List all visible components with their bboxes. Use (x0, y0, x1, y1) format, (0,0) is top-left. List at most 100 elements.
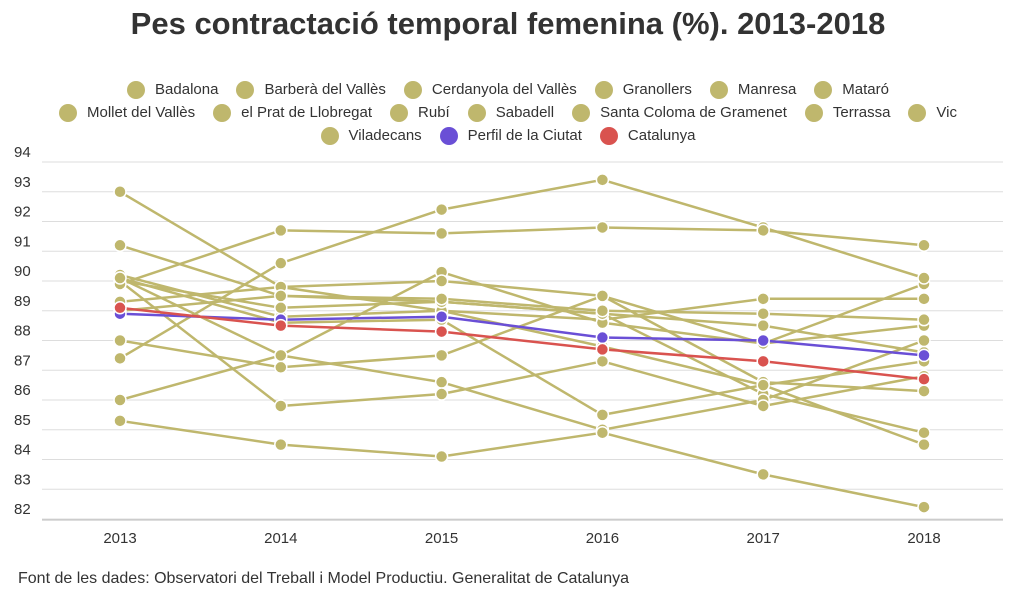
legend-item[interactable]: Barberà del Vallès (236, 80, 386, 99)
data-point (917, 425, 931, 440)
y-tick-label: 84 (14, 442, 31, 459)
legend-item[interactable]: Badalona (127, 80, 219, 99)
legend-marker (236, 80, 255, 99)
x-tick-label: 2013 (103, 530, 136, 547)
legend: Badalona Barberà del Vallès Cerdanyola d… (0, 78, 1016, 147)
y-tick-label: 93 (14, 174, 31, 191)
legend-marker (599, 126, 618, 145)
data-point (595, 342, 610, 357)
data-point (595, 289, 610, 303)
y-tick-label: 87 (14, 352, 31, 369)
y-tick-label: 89 (14, 293, 31, 310)
data-point (434, 274, 449, 288)
series-line (119, 226, 925, 286)
y-tick-label: 86 (14, 382, 31, 399)
legend-item[interactable]: Granollers (594, 80, 692, 99)
legend-marker (320, 126, 339, 145)
data-point (917, 437, 931, 452)
data-point (595, 173, 610, 187)
series-line (119, 312, 925, 357)
data-point (113, 301, 127, 315)
series-line (119, 279, 925, 345)
series-line (119, 419, 925, 509)
legend-label: Catalunya (627, 127, 696, 144)
legend-item[interactable]: Cerdanyola del Vallès (403, 80, 577, 99)
legend-marker (59, 103, 77, 122)
legend-item[interactable]: Viladecans (320, 126, 422, 145)
series-line (119, 273, 924, 321)
legend-label: Terrassa (832, 104, 891, 121)
data-point (756, 318, 770, 333)
x-tick-label: 2017 (747, 530, 780, 547)
legend-label: Mataró (842, 81, 889, 98)
data-point (434, 449, 449, 464)
data-point (917, 500, 931, 514)
legend-row: Viladecans Perfil de la Ciutat Catalunya (0, 124, 1016, 147)
data-point (113, 351, 127, 366)
legend-label: Santa Coloma de Gramenet (600, 104, 787, 121)
y-tick-label: 85 (14, 412, 31, 429)
legend-marker (709, 80, 728, 99)
data-point (113, 393, 127, 407)
data-point (756, 223, 770, 238)
y-tick-label: 91 (14, 233, 31, 250)
data-point (917, 348, 931, 363)
legend-label: Badalona (155, 81, 219, 98)
data-point (756, 467, 770, 482)
data-point (917, 238, 931, 253)
y-tick-label: 83 (14, 471, 31, 488)
data-point (756, 378, 770, 392)
data-point (113, 333, 127, 348)
series-line (119, 294, 925, 321)
series-line (119, 279, 925, 354)
data-point (756, 354, 770, 369)
legend-label: Barberà del Vallès (264, 81, 386, 98)
legend-item[interactable]: Mataró (814, 80, 889, 99)
data-point (274, 360, 288, 375)
legend-item[interactable]: Terrassa (804, 103, 891, 122)
series-line (119, 306, 925, 381)
data-point (274, 318, 288, 333)
legend-item[interactable]: Sabadell (467, 103, 554, 122)
legend-label: Viladecans (348, 127, 422, 144)
y-tick-label: 82 (14, 501, 31, 518)
chart-title: Pes contractació temporal femenina (%). … (130, 6, 886, 41)
data-point (595, 330, 610, 345)
data-point (756, 292, 770, 306)
data-point (595, 304, 610, 318)
legend-item[interactable]: Perfil de la Ciutat (439, 126, 582, 145)
legend-row: Mollet del Vallès el Prat de Llobregat R… (0, 101, 1016, 124)
x-tick-label: 2016 (586, 530, 619, 547)
legend-item[interactable]: Catalunya (599, 126, 696, 145)
y-tick-label: 94 (14, 144, 31, 161)
legend-marker (439, 126, 458, 145)
legend-label: Rubí (418, 104, 450, 121)
data-point (274, 399, 288, 413)
data-point (434, 309, 449, 324)
data-point (274, 437, 288, 452)
legend-marker (594, 80, 613, 99)
legend-label: Vic (936, 104, 957, 121)
data-point (274, 289, 288, 303)
legend-marker (467, 103, 486, 122)
legend-label: Mollet del Vallès (87, 104, 196, 121)
data-point (113, 271, 127, 285)
source-note: Font de les dades: Observatori del Treba… (18, 570, 629, 587)
x-tick-label: 2014 (264, 530, 297, 547)
legend-label: Manresa (737, 81, 797, 98)
data-point (434, 375, 449, 389)
legend-item[interactable]: Manresa (709, 80, 797, 99)
legend-item[interactable]: Vic (908, 103, 957, 122)
legend-marker (127, 80, 146, 99)
legend-marker (908, 103, 927, 122)
data-point (113, 414, 127, 428)
data-point (434, 348, 449, 363)
legend-item[interactable]: Santa Coloma de Gramenet (572, 103, 787, 122)
series-line (119, 276, 925, 417)
legend-item[interactable]: el Prat de Llobregat (213, 103, 372, 122)
data-point (917, 384, 931, 398)
legend-item[interactable]: Rubí (390, 103, 450, 122)
legend-item[interactable]: Mollet del Vallès (59, 103, 196, 122)
legend-marker (403, 80, 422, 99)
data-point (917, 292, 931, 306)
